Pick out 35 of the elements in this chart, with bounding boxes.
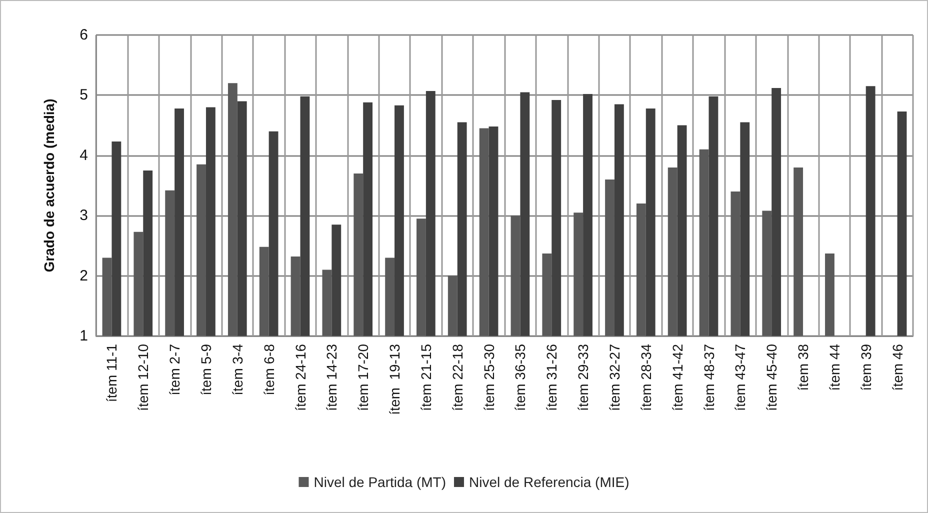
x-tick-label: ítem 24-16: [292, 344, 308, 411]
x-tick-label: ítem 28-34: [638, 344, 654, 411]
x-tick-label: ítem 29-33: [575, 344, 592, 411]
x-tick-label: ítem 2-7: [166, 344, 183, 396]
x-tick-label: ítem 41-42: [669, 344, 686, 411]
x-tick-label: ítem 3-4: [229, 344, 246, 396]
y-axis-title: Grado de acuerdo (media): [41, 98, 57, 272]
x-tick-label: ítem 46: [889, 344, 906, 391]
x-tick-label: ítem 11-1: [104, 344, 120, 402]
x-tick-label: ítem 48-37: [700, 344, 717, 411]
x-tick-label: ítem 43-47: [732, 344, 748, 411]
x-tick-label: ítem 21-15: [418, 344, 434, 411]
y-tick-label: 6: [80, 26, 88, 44]
x-tick-label: ítem 38: [795, 344, 812, 391]
x-tick-label: ítem 39: [858, 344, 874, 391]
x-tick-label: ítem 14-23: [324, 344, 340, 411]
y-tick-label: 5: [80, 86, 88, 104]
x-tick-label: ítem 25-30: [480, 344, 497, 411]
x-tick-label: ítem 6-8: [260, 344, 277, 396]
y-tick-label: 4: [80, 146, 88, 164]
x-tick-label: ítem 32-27: [606, 344, 622, 411]
y-tick-label: 2: [80, 267, 88, 284]
x-tick-label: ítem 5-9: [198, 344, 214, 396]
y-tick-label: 1: [80, 328, 88, 344]
x-tick-label: ítem 44: [826, 344, 842, 391]
x-tick-label: ítem 45-40: [764, 344, 780, 411]
y-tick-label: 3: [80, 207, 88, 224]
x-tick-label: ítem 36-35: [512, 344, 528, 411]
x-tick-label: ítem 12-10: [135, 344, 152, 411]
legend-label: Nivel de Referencia (MIE): [468, 474, 630, 490]
legend-label: Nivel de Partida (MT): [314, 474, 446, 490]
x-tick-label: ítem 31-26: [544, 344, 560, 411]
x-tick-label: ítem 22-18: [449, 344, 466, 411]
x-tick-label: ítem 17-20: [355, 344, 372, 411]
x-tick-label: ítem 19-13: [386, 344, 403, 415]
